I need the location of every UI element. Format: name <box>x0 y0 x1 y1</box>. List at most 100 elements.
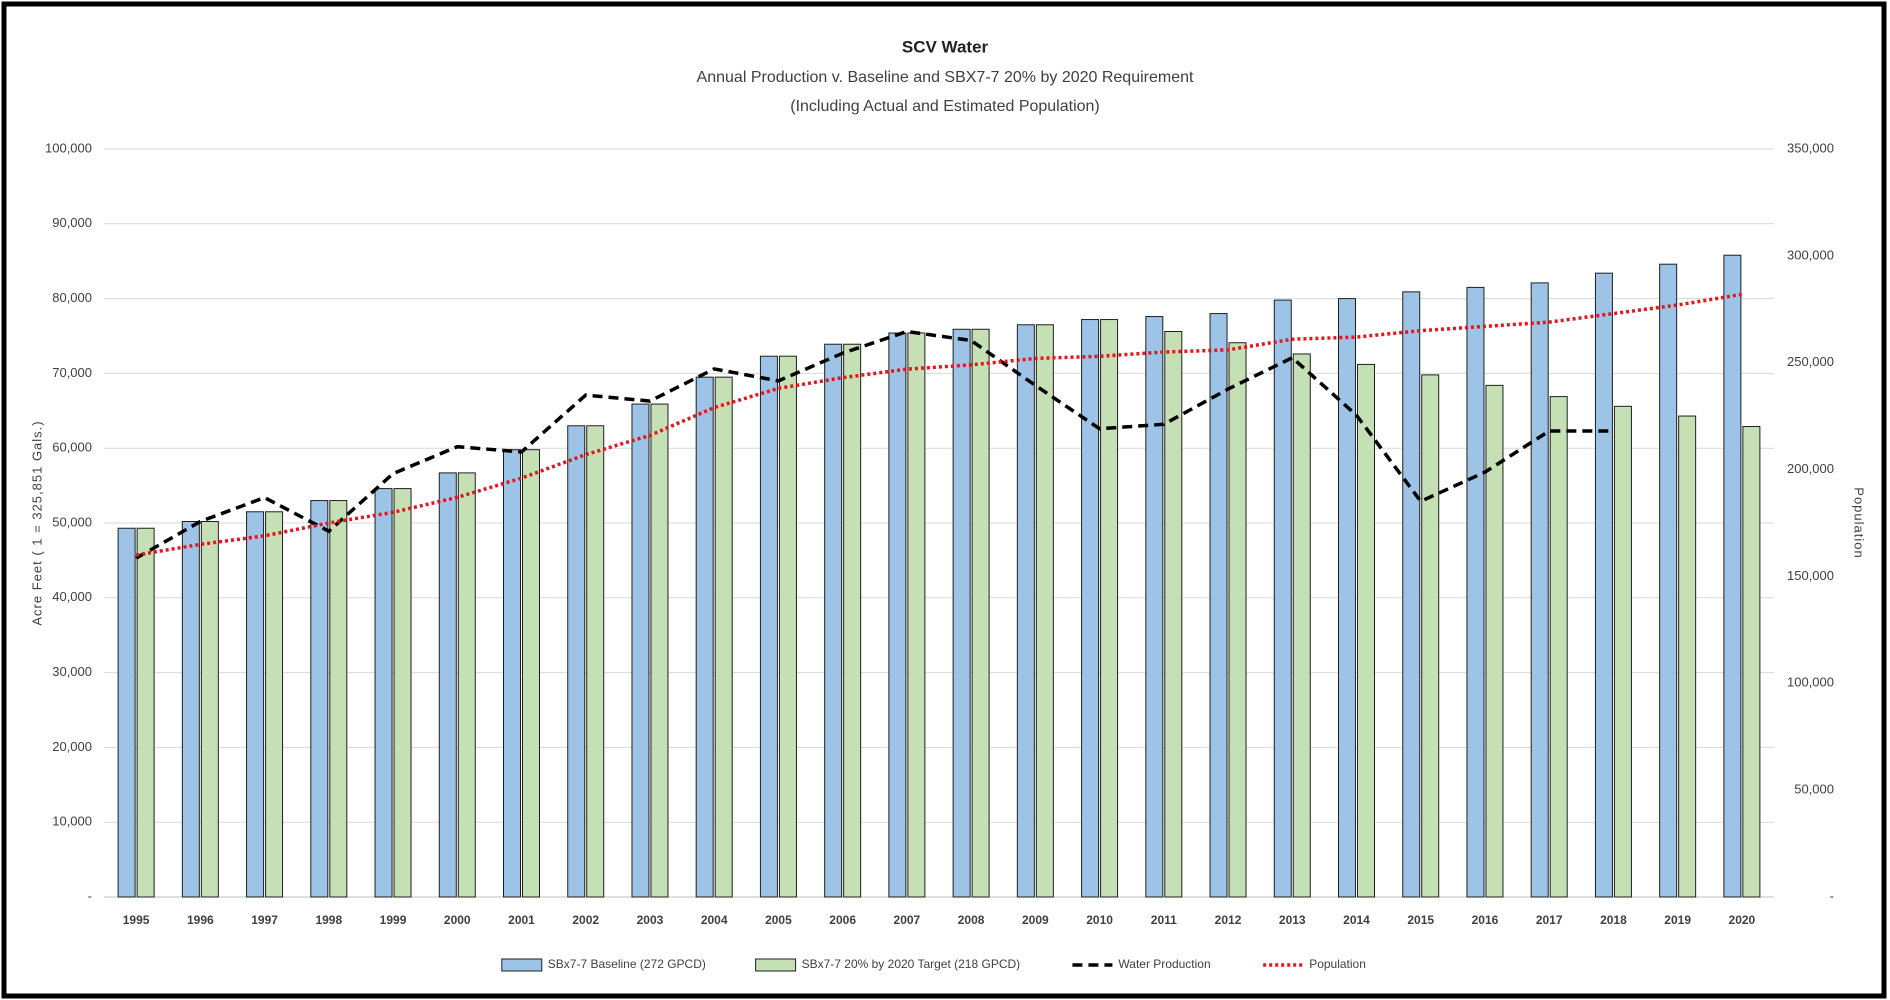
y2-tick-label: 100,000 <box>1787 675 1834 690</box>
chart-subtitle: Annual Production v. Baseline and SBX7-7… <box>697 69 1194 86</box>
x-tick-label: 2005 <box>765 913 792 927</box>
bar <box>1292 353 1311 898</box>
bar <box>1659 263 1678 898</box>
bar <box>1035 324 1054 898</box>
bar <box>1530 282 1549 898</box>
bar <box>1402 291 1421 898</box>
line-series <box>135 292 1743 557</box>
bar <box>1466 286 1485 898</box>
y-tick-label: 50,000 <box>52 514 92 529</box>
bar <box>374 488 393 898</box>
y-tick-label: 80,000 <box>52 290 92 305</box>
x-tick-label: 2001 <box>508 913 535 927</box>
line-series <box>135 329 1614 560</box>
bar <box>1209 313 1228 898</box>
y-tick-label: 90,000 <box>52 215 92 230</box>
y-tick-label: 100,000 <box>45 140 92 155</box>
x-tick-label: 2016 <box>1472 913 1499 927</box>
y-tick-label: 30,000 <box>52 664 92 679</box>
y2-axis-title: Population <box>1852 487 1867 558</box>
y2-tick-label: 250,000 <box>1787 354 1834 369</box>
bar <box>824 343 843 898</box>
x-tick-label: 2009 <box>1022 913 1049 927</box>
x-tick-label: 2019 <box>1664 913 1691 927</box>
x-tick-label: 2003 <box>637 913 664 927</box>
bar <box>586 425 605 898</box>
bar <box>1016 324 1035 898</box>
bar <box>310 500 329 898</box>
y-tick-label: 60,000 <box>52 440 92 455</box>
bar <box>1081 319 1100 898</box>
x-tick-label: 2007 <box>894 913 921 927</box>
y-tick-label: 40,000 <box>52 589 92 604</box>
legend-swatch <box>501 958 543 972</box>
bar <box>117 527 136 898</box>
bar <box>136 527 155 898</box>
x-tick-label: 2018 <box>1600 913 1627 927</box>
x-tick-label: 2015 <box>1407 913 1434 927</box>
bar <box>1678 415 1697 898</box>
y-axis-title: Acre Feet ( 1 = 325,851 Gals.) <box>29 420 44 625</box>
x-tick-label: 1996 <box>187 913 214 927</box>
chart-subtitle: (Including Actual and Estimated Populati… <box>790 98 1100 115</box>
bar <box>714 376 733 898</box>
bar <box>393 488 412 898</box>
x-tick-label: 2000 <box>444 913 471 927</box>
x-tick-label: 2017 <box>1536 913 1563 927</box>
bar <box>1549 396 1568 898</box>
bar <box>1485 384 1504 898</box>
y2-tick-label: 350,000 <box>1787 140 1834 155</box>
bar <box>1594 272 1613 898</box>
bar <box>1338 298 1356 898</box>
legend-label: Water Production <box>1118 957 1210 971</box>
bar <box>1164 331 1183 898</box>
bar <box>907 332 926 898</box>
bar <box>567 425 586 898</box>
bar <box>843 343 862 898</box>
bar <box>200 521 219 898</box>
x-tick-label: 2002 <box>572 913 599 927</box>
bar <box>181 521 200 898</box>
chart-title: SCV Water <box>902 37 989 56</box>
bar <box>503 449 521 898</box>
legend-label: SBx7-7 20% by 2020 Target (218 GPCD) <box>802 957 1021 971</box>
x-tick-label: 2020 <box>1729 913 1756 927</box>
x-tick-label: 2012 <box>1215 913 1242 927</box>
bar <box>1228 342 1247 898</box>
x-tick-label: 1999 <box>380 913 407 927</box>
bar <box>1613 405 1632 898</box>
x-tick-label: 2004 <box>701 913 728 927</box>
bar <box>1273 299 1292 898</box>
bar <box>1723 254 1742 898</box>
y2-tick-label: 200,000 <box>1787 461 1834 476</box>
bar <box>650 403 669 898</box>
bar <box>1100 319 1119 898</box>
y2-tick-label: 150,000 <box>1787 568 1834 583</box>
y-tick-label: 70,000 <box>52 365 92 380</box>
bar <box>631 403 650 898</box>
bar <box>952 328 971 898</box>
x-tick-label: 2008 <box>958 913 985 927</box>
legend-swatch <box>755 958 797 972</box>
x-tick-label: 2014 <box>1343 913 1370 927</box>
bar <box>888 332 907 898</box>
legend-label: Population <box>1309 957 1366 971</box>
bar <box>265 511 284 898</box>
x-tick-label: 2006 <box>829 913 856 927</box>
y-tick-label: 10,000 <box>52 814 92 829</box>
bar <box>695 376 714 898</box>
y2-tick-label: 50,000 <box>1794 782 1834 797</box>
bar <box>1145 316 1164 898</box>
y-tick-label: - <box>88 888 92 903</box>
x-tick-label: 2013 <box>1279 913 1306 927</box>
bar <box>759 355 778 898</box>
bar <box>457 472 476 898</box>
x-tick-label: 1995 <box>123 913 150 927</box>
bar <box>971 328 990 898</box>
bar <box>329 500 348 898</box>
bar <box>1357 363 1375 898</box>
bar <box>246 511 265 898</box>
bar <box>1421 374 1440 898</box>
